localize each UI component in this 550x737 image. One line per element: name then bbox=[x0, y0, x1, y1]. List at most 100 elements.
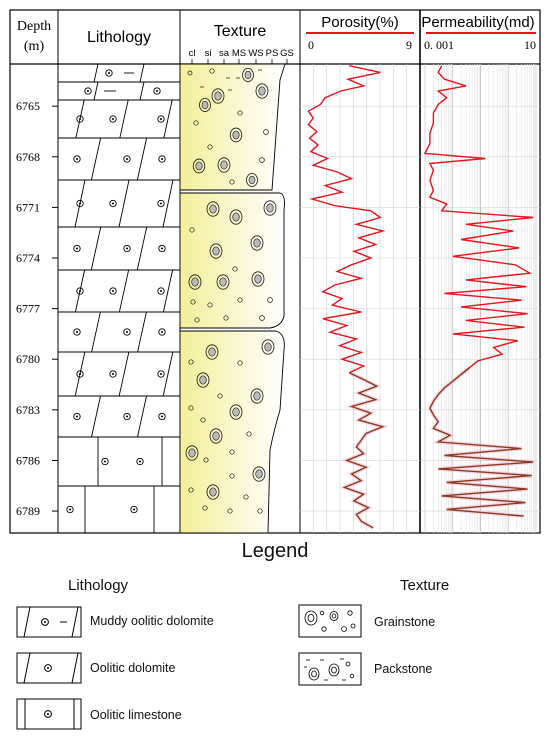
oolite-symbol bbox=[157, 370, 165, 378]
ooid-grain bbox=[252, 466, 266, 482]
porosity-line-lower bbox=[342, 372, 385, 529]
ooid-core bbox=[219, 277, 227, 287]
ooid-grain bbox=[246, 172, 258, 187]
oolite-symbol bbox=[76, 287, 84, 295]
oolite-symbol bbox=[158, 155, 166, 163]
oolite-symbol bbox=[153, 87, 161, 95]
lithology-header: Lithology bbox=[87, 29, 151, 46]
oolite-core bbox=[76, 331, 78, 333]
oolite-core bbox=[156, 90, 158, 92]
ooid-grain bbox=[206, 484, 220, 500]
oolite-symbol bbox=[73, 155, 81, 163]
texture-class-label: GS bbox=[280, 48, 294, 59]
permeability-line-upper bbox=[423, 65, 534, 375]
ooid-core bbox=[232, 130, 240, 140]
oolite-symbol bbox=[123, 328, 131, 336]
oolite-core bbox=[161, 415, 163, 418]
small-grain bbox=[237, 297, 243, 303]
oolite-symbol bbox=[66, 505, 74, 514]
depth-header: Depth bbox=[17, 19, 51, 34]
lithology-joint bbox=[162, 351, 174, 397]
ooid-core bbox=[209, 487, 217, 497]
small-grain bbox=[188, 405, 194, 411]
lithology-joint bbox=[118, 179, 130, 228]
texture-class-label: sa bbox=[219, 48, 230, 59]
lithology-joint bbox=[91, 311, 101, 353]
depth-tick-label: 6786 bbox=[16, 453, 40, 467]
ooid-grain bbox=[250, 235, 264, 251]
ooid-grain bbox=[229, 127, 243, 143]
small-grain bbox=[194, 317, 200, 323]
oolite-symbol bbox=[123, 412, 131, 421]
ooid-grain bbox=[263, 200, 277, 216]
small-grain bbox=[232, 266, 238, 272]
lithology-joint bbox=[137, 311, 147, 353]
oolite-core bbox=[76, 158, 78, 160]
texture-unit-grainstone bbox=[179, 330, 285, 534]
small-grain bbox=[263, 129, 269, 135]
ooid-grain bbox=[188, 274, 202, 290]
porosity-curve bbox=[307, 65, 389, 530]
ooid-grain bbox=[199, 98, 211, 113]
legend-texture-item: Packstone bbox=[374, 662, 433, 676]
ooid-core bbox=[255, 469, 263, 479]
oolite-core bbox=[126, 415, 128, 418]
ooid-core bbox=[209, 204, 217, 214]
ooid-core bbox=[212, 431, 220, 441]
oolite-core bbox=[133, 508, 135, 511]
oolite-core bbox=[79, 118, 81, 120]
oolite-core bbox=[139, 460, 141, 463]
ooid-core bbox=[201, 100, 209, 110]
small-grain bbox=[223, 315, 229, 321]
lithology-joint bbox=[162, 179, 174, 228]
texture-unit-packstone bbox=[179, 63, 286, 191]
permeability-max-label: 10 bbox=[524, 38, 536, 52]
oolite-core bbox=[160, 118, 162, 120]
oolite-core bbox=[79, 290, 81, 292]
small-grain bbox=[243, 494, 249, 500]
depth-tick-label: 6780 bbox=[16, 352, 40, 366]
small-grain bbox=[237, 360, 243, 366]
oolite-core bbox=[79, 373, 81, 375]
lithology-joint bbox=[136, 226, 148, 271]
ooid-grain bbox=[192, 158, 206, 174]
oolite-core bbox=[112, 290, 114, 292]
small-grain bbox=[202, 505, 208, 511]
oolite-core bbox=[76, 415, 78, 418]
depth-tick-label: 6765 bbox=[16, 99, 40, 113]
oolite-core bbox=[104, 460, 106, 463]
ooid-grain bbox=[217, 157, 231, 173]
lithology-joint bbox=[163, 99, 173, 139]
porosity-max-label: 9 bbox=[406, 38, 412, 52]
ooid-grain bbox=[229, 209, 243, 225]
oolite-symbol bbox=[76, 115, 84, 123]
small-grain bbox=[207, 302, 213, 308]
small-grain bbox=[187, 70, 193, 76]
lithology-joint bbox=[90, 137, 102, 181]
oolite-symbol bbox=[123, 244, 131, 253]
lithology-joint bbox=[118, 351, 130, 397]
texture-class-label: cl bbox=[189, 48, 196, 59]
depth-tick-label: 6774 bbox=[16, 251, 40, 265]
small-grain bbox=[200, 417, 206, 423]
ooid-grain bbox=[196, 372, 210, 388]
oolite-core bbox=[112, 202, 114, 205]
porosity-header: Porosity(%) bbox=[321, 14, 399, 31]
ooid-core bbox=[195, 161, 203, 171]
lithology-joint bbox=[119, 99, 129, 139]
oolite-core bbox=[126, 331, 128, 333]
ooid-core bbox=[199, 375, 207, 385]
ooid-core bbox=[248, 175, 256, 185]
oolite-symbol bbox=[109, 115, 117, 123]
small-grain bbox=[237, 110, 243, 116]
small-grain bbox=[203, 457, 209, 463]
legend-grainstone-symbol bbox=[298, 604, 362, 638]
ooid-core bbox=[232, 212, 240, 222]
ooid-grain bbox=[206, 201, 220, 217]
small-grain bbox=[209, 68, 215, 74]
ooid-core bbox=[266, 203, 274, 213]
ooid-grain bbox=[205, 344, 219, 360]
legend-lithology-item: Oolitic limestone bbox=[90, 708, 182, 722]
depth-tick-label: 6783 bbox=[16, 403, 40, 417]
depth-axis: 6765 6768 6771 6774 6777 6780 6783 6786 6789 bbox=[16, 99, 58, 518]
